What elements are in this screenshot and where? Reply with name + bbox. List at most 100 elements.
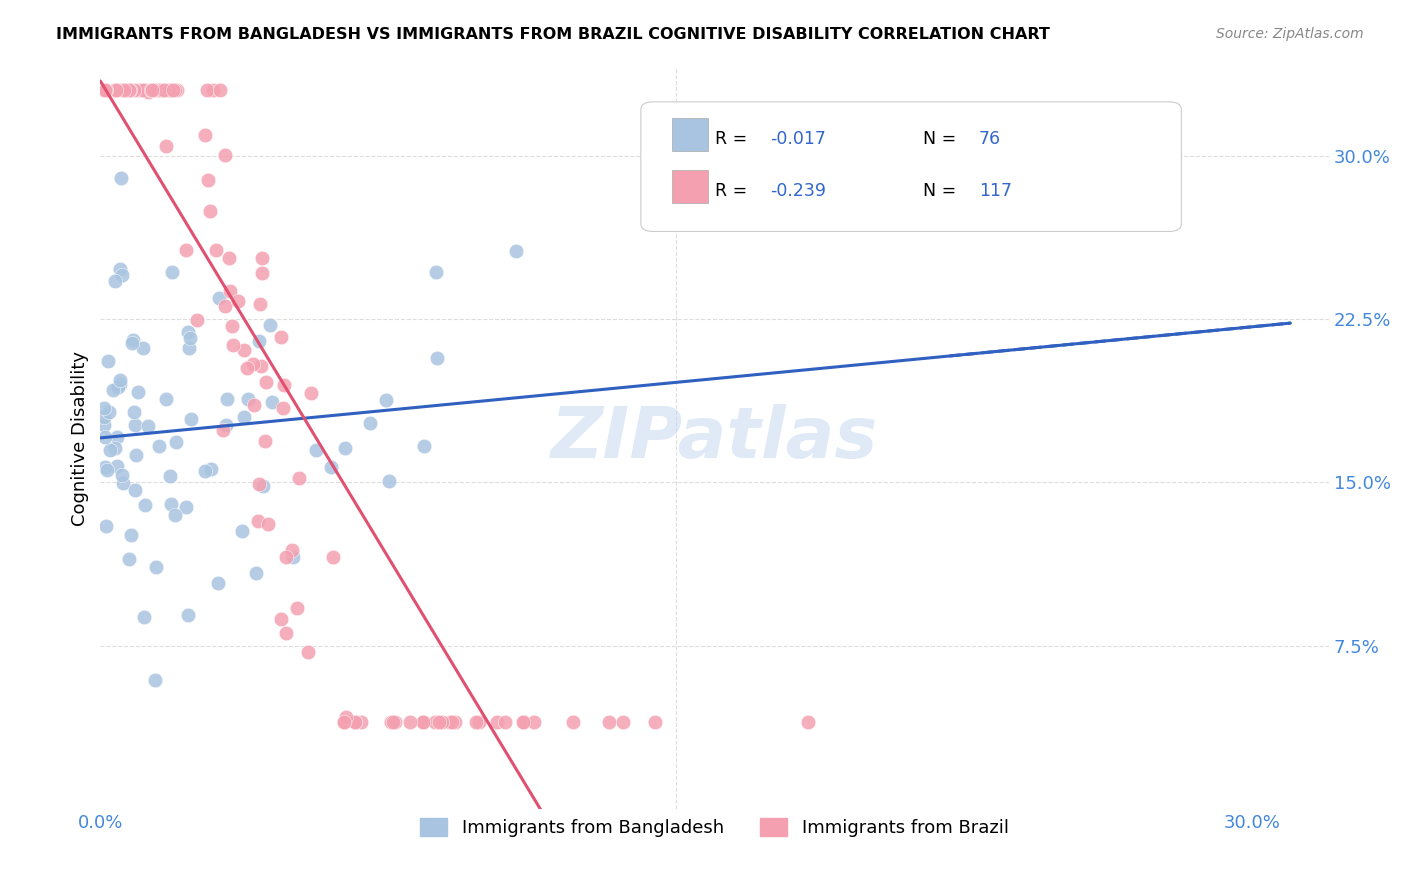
Immigrants from Brazil [120,83,142,97]
Immigrants from Brazil [612,714,634,729]
Immigrants from Brazil [132,83,155,97]
Immigrants from Brazil [139,83,162,97]
Text: N =: N = [924,182,962,200]
Immigrants from Brazil [222,338,245,352]
Immigrants from Bangladesh [247,334,270,348]
Immigrants from Brazil [93,83,115,97]
Immigrants from Brazil [384,714,406,729]
Immigrants from Brazil [494,714,516,729]
Immigrants from Brazil [343,714,366,729]
Text: Source: ZipAtlas.com: Source: ZipAtlas.com [1216,27,1364,41]
Immigrants from Bangladesh [101,383,124,397]
Immigrants from Brazil [142,83,165,97]
Immigrants from Brazil [142,83,165,97]
Text: ZIPatlas: ZIPatlas [551,404,879,474]
Immigrants from Bangladesh [94,519,117,533]
Immigrants from Bangladesh [177,325,200,339]
Text: -0.017: -0.017 [770,130,825,148]
Immigrants from Brazil [174,243,197,257]
Immigrants from Brazil [136,85,159,99]
Immigrants from Brazil [439,714,461,729]
Immigrants from Bangladesh [245,566,267,580]
Immigrants from Brazil [243,398,266,412]
Immigrants from Brazil [252,252,274,266]
Immigrants from Brazil [247,514,270,528]
Immigrants from Brazil [249,297,271,311]
Immigrants from Brazil [166,83,188,97]
Immigrants from Brazil [193,128,215,142]
Text: N =: N = [924,130,962,148]
Immigrants from Bangladesh [165,434,187,449]
Immigrants from Bangladesh [214,418,236,433]
Immigrants from Bangladesh [145,560,167,574]
Immigrants from Bangladesh [283,549,305,564]
Immigrants from Brazil [186,313,208,327]
Immigrants from Brazil [165,83,187,97]
Immigrants from Bangladesh [94,459,117,474]
Immigrants from Bangladesh [359,417,381,431]
Immigrants from Bangladesh [120,528,142,542]
Immigrants from Brazil [350,714,373,729]
Immigrants from Brazil [105,83,128,97]
Immigrants from Brazil [108,83,131,97]
Immigrants from Bangladesh [425,264,447,278]
Immigrants from Brazil [118,83,141,97]
Immigrants from Bangladesh [378,475,401,489]
Immigrants from Bangladesh [108,373,131,387]
Immigrants from Brazil [105,83,128,97]
Immigrants from Bangladesh [160,265,183,279]
Immigrants from Bangladesh [176,500,198,514]
Immigrants from Brazil [200,204,222,219]
Immigrants from Brazil [464,714,486,729]
Immigrants from Brazil [297,645,319,659]
Immigrants from Brazil [250,266,273,280]
Immigrants from Brazil [236,361,259,376]
Immigrants from Bangladesh [97,353,120,368]
Y-axis label: Cognitive Disability: Cognitive Disability [72,351,89,526]
Immigrants from Brazil [522,714,544,729]
Immigrants from Brazil [103,83,125,97]
Immigrants from Brazil [276,549,298,564]
Immigrants from Brazil [94,83,117,97]
Immigrants from Brazil [425,714,447,729]
Immigrants from Bangladesh [127,384,149,399]
Immigrants from Brazil [797,714,820,729]
Immigrants from Bangladesh [333,442,356,456]
Immigrants from Brazil [270,612,292,626]
Immigrants from Brazil [273,378,295,392]
Immigrants from Bangladesh [98,405,121,419]
Immigrants from Brazil [160,83,183,97]
Immigrants from Bangladesh [259,318,281,332]
Immigrants from Brazil [288,471,311,485]
Immigrants from Brazil [218,252,240,266]
Immigrants from Bangladesh [148,438,170,452]
Immigrants from Bangladesh [215,392,238,407]
Immigrants from Bangladesh [107,380,129,394]
Immigrants from Brazil [214,148,236,162]
Immigrants from Bangladesh [118,552,141,566]
Immigrants from Brazil [344,714,367,729]
Immigrants from Brazil [249,477,271,491]
Immigrants from Brazil [280,543,302,558]
Immigrants from Brazil [439,714,461,729]
Immigrants from Bangladesh [108,376,131,391]
Immigrants from Brazil [205,243,228,257]
Immigrants from Brazil [122,83,145,97]
Immigrants from Bangladesh [252,478,274,492]
Immigrants from Brazil [214,299,236,313]
Immigrants from Bangladesh [505,244,527,259]
Immigrants from Bangladesh [200,461,222,475]
Immigrants from Brazil [118,83,141,97]
Immigrants from Brazil [486,714,509,729]
Immigrants from Brazil [443,714,465,729]
Immigrants from Brazil [209,83,232,97]
Immigrants from Bangladesh [236,392,259,407]
Immigrants from Bangladesh [134,610,156,624]
Immigrants from Brazil [93,83,115,97]
Immigrants from Brazil [152,83,174,97]
Immigrants from Brazil [412,714,434,729]
Immigrants from Bangladesh [177,341,200,355]
Text: 117: 117 [979,182,1012,200]
Immigrants from Bangladesh [96,463,118,477]
Immigrants from Brazil [561,714,583,729]
